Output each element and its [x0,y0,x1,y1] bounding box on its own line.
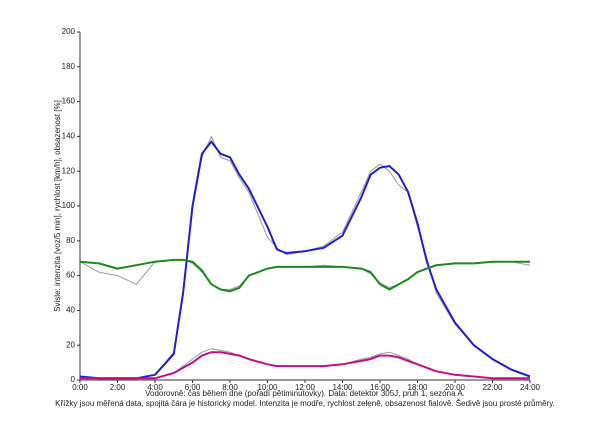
y-tick-label: 140 [62,132,76,141]
x-tick-label: 4:00 [147,383,163,392]
x-tick-label: 18:00 [407,383,428,392]
y-tick-label: 20 [66,340,75,349]
y-tick-label: 180 [62,62,76,71]
y-axis-label: Svisle: intenzita [voz/5 min], rychlost … [53,100,62,312]
y-tick-label: 120 [62,166,76,175]
x-tick-label: 10:00 [257,383,278,392]
x-tick-label: 2:00 [110,383,126,392]
x-tick-label: 12:00 [295,383,316,392]
y-tick-label: 100 [62,201,76,210]
x-tick-label: 22:00 [482,383,503,392]
y-tick-label: 0 [71,375,76,384]
y-tick-label: 80 [66,236,75,245]
y-tick-label: 60 [66,271,75,280]
x-tick-label: 8:00 [222,383,238,392]
series-line [79,258,530,293]
x-axis-label: Vodorovně: čas během dne (pořadí pětimin… [145,389,465,398]
series-line [79,140,531,380]
x-tick-label: 0:00 [72,383,88,392]
y-tick-label: 40 [66,306,75,315]
x-tick-label: 16:00 [370,383,391,392]
note: Křížky jsou měřená data, spojitá čára je… [55,399,555,408]
x-tick-label: 14:00 [332,383,353,392]
x-tick-label: 6:00 [185,383,201,392]
x-tick-label: 20:00 [445,383,466,392]
series-line [80,351,530,380]
y-tick-label: 160 [62,97,76,106]
x-tick-label: 24:00 [520,383,541,392]
y-tick-label: 200 [62,27,76,36]
